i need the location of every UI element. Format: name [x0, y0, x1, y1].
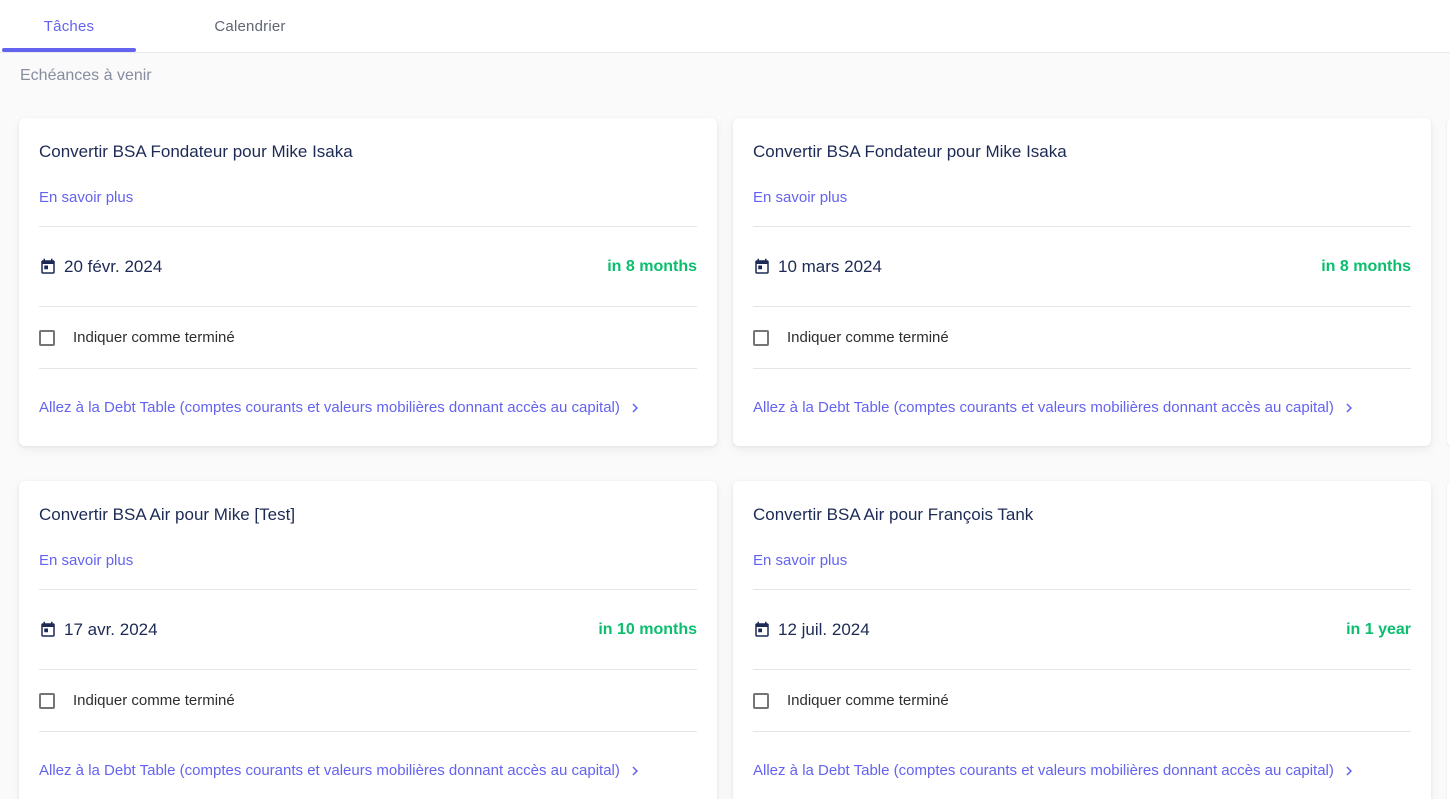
- tab-taches[interactable]: Tâches: [0, 0, 138, 52]
- mark-done-row: Indiquer comme terminé: [733, 670, 1431, 731]
- due-date: 12 juil. 2024: [753, 620, 870, 640]
- due-date-row: 17 avr. 2024 in 10 months: [19, 590, 717, 669]
- due-date: 10 mars 2024: [753, 257, 882, 277]
- task-title: Convertir BSA Air pour François Tank: [753, 504, 1411, 526]
- content-area: Echéances à venir Convertir BSA Fondateu…: [0, 53, 1450, 799]
- goto-row: Allez à la Debt Table (comptes courants …: [19, 732, 717, 799]
- mark-done-label: Indiquer comme terminé: [787, 692, 949, 709]
- calendar-icon: [753, 258, 771, 276]
- goto-debt-table-label: Allez à la Debt Table (comptes courants …: [39, 761, 620, 781]
- calendar-icon: [39, 258, 57, 276]
- mark-done-label: Indiquer comme terminé: [787, 329, 949, 346]
- section-title: Echéances à venir: [20, 67, 1430, 85]
- goto-debt-table-link[interactable]: Allez à la Debt Table (comptes courants …: [39, 761, 644, 781]
- due-in-badge: in 8 months: [1321, 258, 1411, 276]
- learn-more-link[interactable]: En savoir plus: [753, 552, 847, 569]
- mark-done-row: Indiquer comme terminé: [19, 670, 717, 731]
- due-date-label: 10 mars 2024: [778, 257, 882, 277]
- due-date-row: 10 mars 2024 in 8 months: [733, 227, 1431, 306]
- goto-debt-table-label: Allez à la Debt Table (comptes courants …: [39, 398, 620, 418]
- due-in-badge: in 8 months: [607, 258, 697, 276]
- tab-calendrier[interactable]: Calendrier: [160, 0, 340, 52]
- chevron-right-icon: [1340, 762, 1358, 780]
- due-date-row: 12 juil. 2024 in 1 year: [733, 590, 1431, 669]
- learn-more-link[interactable]: En savoir plus: [39, 552, 133, 569]
- due-date-label: 17 avr. 2024: [64, 620, 158, 640]
- task-title: Convertir BSA Fondateur pour Mike Isaka: [39, 141, 697, 163]
- active-tab-indicator: [2, 48, 136, 52]
- tab-calendrier-label: Calendrier: [214, 18, 285, 35]
- task-card: Convertir BSA Fondateur pour Mike Isaka …: [733, 118, 1431, 446]
- chevron-right-icon: [1340, 399, 1358, 417]
- card-header: Convertir BSA Fondateur pour Mike Isaka …: [19, 118, 717, 226]
- mark-done-row: Indiquer comme terminé: [733, 307, 1431, 368]
- task-title: Convertir BSA Air pour Mike [Test]: [39, 504, 697, 526]
- due-date: 20 févr. 2024: [39, 257, 162, 277]
- card-header: Convertir BSA Air pour François Tank En …: [733, 481, 1431, 589]
- due-date-label: 12 juil. 2024: [778, 620, 870, 640]
- card-header: Convertir BSA Air pour Mike [Test] En sa…: [19, 481, 717, 589]
- task-title: Convertir BSA Fondateur pour Mike Isaka: [753, 141, 1411, 163]
- mark-done-checkbox[interactable]: [39, 330, 55, 346]
- goto-debt-table-link[interactable]: Allez à la Debt Table (comptes courants …: [753, 398, 1358, 418]
- goto-debt-table-label: Allez à la Debt Table (comptes courants …: [753, 761, 1334, 781]
- chevron-right-icon: [626, 762, 644, 780]
- calendar-icon: [753, 621, 771, 639]
- card-header: Convertir BSA Fondateur pour Mike Isaka …: [733, 118, 1431, 226]
- due-date: 17 avr. 2024: [39, 620, 158, 640]
- mark-done-label: Indiquer comme terminé: [73, 692, 235, 709]
- tab-bar: Tâches Calendrier: [0, 0, 1450, 53]
- goto-row: Allez à la Debt Table (comptes courants …: [733, 369, 1431, 446]
- tab-taches-label: Tâches: [44, 18, 94, 35]
- learn-more-link[interactable]: En savoir plus: [753, 189, 847, 206]
- goto-debt-table-link[interactable]: Allez à la Debt Table (comptes courants …: [753, 761, 1358, 781]
- mark-done-checkbox[interactable]: [39, 693, 55, 709]
- due-date-label: 20 févr. 2024: [64, 257, 162, 277]
- task-card: Convertir BSA Air pour Mike [Test] En sa…: [19, 481, 717, 799]
- task-card: Convertir BSA Fondateur pour Mike Isaka …: [19, 118, 717, 446]
- mark-done-label: Indiquer comme terminé: [73, 329, 235, 346]
- goto-row: Allez à la Debt Table (comptes courants …: [733, 732, 1431, 799]
- goto-debt-table-link[interactable]: Allez à la Debt Table (comptes courants …: [39, 398, 644, 418]
- task-card: Convertir BSA Air pour François Tank En …: [733, 481, 1431, 799]
- due-date-row: 20 févr. 2024 in 8 months: [19, 227, 717, 306]
- chevron-right-icon: [626, 399, 644, 417]
- mark-done-checkbox[interactable]: [753, 330, 769, 346]
- calendar-icon: [39, 621, 57, 639]
- due-in-badge: in 10 months: [598, 621, 697, 639]
- mark-done-row: Indiquer comme terminé: [19, 307, 717, 368]
- due-in-badge: in 1 year: [1346, 621, 1411, 639]
- learn-more-link[interactable]: En savoir plus: [39, 189, 133, 206]
- goto-debt-table-label: Allez à la Debt Table (comptes courants …: [753, 398, 1334, 418]
- goto-row: Allez à la Debt Table (comptes courants …: [19, 369, 717, 446]
- task-cards-grid: Convertir BSA Fondateur pour Mike Isaka …: [19, 118, 1450, 799]
- mark-done-checkbox[interactable]: [753, 693, 769, 709]
